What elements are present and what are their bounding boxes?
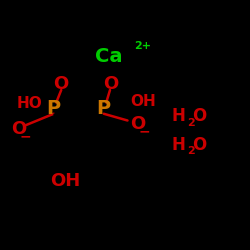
Text: O: O <box>192 136 206 154</box>
Text: O: O <box>54 75 69 93</box>
Text: 2: 2 <box>187 146 195 156</box>
Text: H: H <box>171 136 185 154</box>
Text: O: O <box>192 107 206 125</box>
Text: H: H <box>171 107 185 125</box>
Text: −: − <box>19 129 31 143</box>
Text: O: O <box>104 75 119 93</box>
Text: OH: OH <box>130 94 156 109</box>
Text: O: O <box>11 120 26 138</box>
Text: 2+: 2+ <box>134 41 151 51</box>
Text: P: P <box>47 99 61 118</box>
Text: −: − <box>139 124 150 138</box>
Text: O: O <box>130 115 145 133</box>
Text: P: P <box>97 99 111 118</box>
Text: HO: HO <box>16 96 42 111</box>
Text: Ca: Ca <box>95 47 122 66</box>
Text: 2: 2 <box>187 118 195 128</box>
Text: OH: OH <box>50 172 80 190</box>
